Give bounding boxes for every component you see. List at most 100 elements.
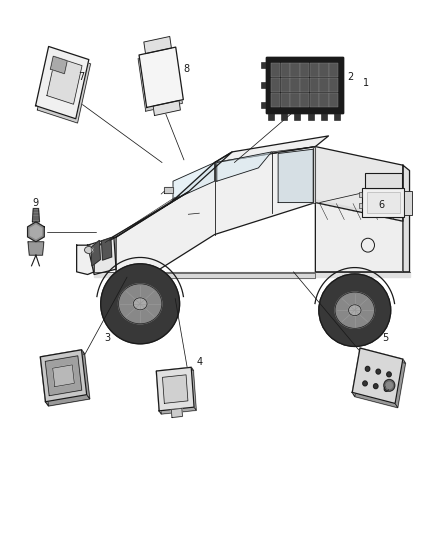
- Polygon shape: [315, 203, 403, 272]
- Polygon shape: [162, 375, 188, 403]
- Polygon shape: [47, 57, 82, 104]
- Bar: [281, 114, 287, 120]
- Polygon shape: [94, 192, 188, 248]
- Polygon shape: [28, 222, 44, 242]
- Polygon shape: [171, 152, 232, 203]
- Polygon shape: [156, 371, 161, 414]
- Ellipse shape: [387, 372, 391, 377]
- Polygon shape: [91, 240, 100, 266]
- Bar: [321, 114, 327, 120]
- Polygon shape: [77, 245, 94, 274]
- Bar: [271, 63, 280, 77]
- Ellipse shape: [374, 384, 378, 389]
- Polygon shape: [191, 367, 196, 410]
- Bar: [329, 93, 338, 108]
- Bar: [294, 114, 300, 120]
- Bar: [281, 78, 290, 92]
- Bar: [300, 93, 309, 108]
- Polygon shape: [81, 350, 90, 399]
- Polygon shape: [352, 348, 403, 403]
- Polygon shape: [171, 408, 183, 417]
- Polygon shape: [352, 348, 363, 397]
- Polygon shape: [30, 225, 42, 239]
- Bar: [261, 82, 266, 88]
- Bar: [329, 78, 338, 92]
- Polygon shape: [313, 147, 315, 203]
- Bar: [404, 190, 412, 214]
- Polygon shape: [173, 163, 215, 200]
- Polygon shape: [395, 359, 406, 408]
- Polygon shape: [40, 350, 87, 402]
- Bar: [362, 188, 404, 217]
- Bar: [261, 102, 266, 109]
- Polygon shape: [138, 51, 182, 111]
- Bar: [364, 173, 402, 188]
- Bar: [359, 192, 363, 197]
- Polygon shape: [156, 367, 194, 411]
- Bar: [367, 192, 399, 213]
- Bar: [310, 93, 319, 108]
- Polygon shape: [360, 348, 406, 364]
- Polygon shape: [156, 367, 194, 374]
- Polygon shape: [118, 273, 315, 278]
- Polygon shape: [153, 101, 180, 116]
- Bar: [334, 114, 340, 120]
- Polygon shape: [50, 56, 67, 74]
- Bar: [261, 62, 266, 69]
- Bar: [310, 63, 319, 77]
- Text: 8: 8: [183, 64, 189, 74]
- Text: 5: 5: [382, 334, 389, 343]
- Bar: [300, 78, 309, 92]
- Polygon shape: [28, 242, 44, 255]
- Polygon shape: [45, 356, 82, 395]
- Bar: [319, 78, 328, 92]
- Polygon shape: [40, 357, 49, 406]
- Polygon shape: [278, 149, 313, 203]
- Text: 4: 4: [196, 358, 202, 367]
- Polygon shape: [164, 187, 173, 193]
- Polygon shape: [116, 147, 315, 272]
- Bar: [271, 93, 280, 108]
- Polygon shape: [215, 136, 328, 163]
- Ellipse shape: [85, 246, 93, 253]
- Ellipse shape: [349, 305, 361, 316]
- Polygon shape: [94, 272, 410, 277]
- Polygon shape: [88, 237, 116, 274]
- Polygon shape: [403, 165, 410, 272]
- Ellipse shape: [101, 264, 180, 344]
- Bar: [310, 78, 319, 92]
- Bar: [281, 93, 290, 108]
- Text: 7: 7: [78, 72, 84, 82]
- Polygon shape: [315, 200, 403, 221]
- Ellipse shape: [384, 386, 389, 391]
- Polygon shape: [37, 51, 91, 123]
- Polygon shape: [159, 407, 196, 414]
- Text: 3: 3: [104, 334, 110, 343]
- Bar: [268, 114, 274, 120]
- Polygon shape: [352, 392, 398, 408]
- Ellipse shape: [335, 292, 374, 328]
- Polygon shape: [139, 47, 184, 108]
- Polygon shape: [144, 36, 171, 54]
- Ellipse shape: [319, 274, 391, 346]
- Bar: [290, 93, 300, 108]
- Bar: [307, 114, 314, 120]
- Ellipse shape: [118, 284, 162, 324]
- Polygon shape: [40, 350, 85, 361]
- Ellipse shape: [363, 381, 367, 386]
- Bar: [290, 78, 300, 92]
- Ellipse shape: [133, 298, 147, 310]
- Bar: [300, 63, 309, 77]
- Ellipse shape: [376, 369, 381, 374]
- Bar: [319, 63, 328, 77]
- Polygon shape: [32, 208, 39, 222]
- Bar: [329, 63, 338, 77]
- Polygon shape: [315, 147, 403, 221]
- Text: 2: 2: [347, 72, 353, 82]
- Polygon shape: [102, 238, 112, 260]
- Bar: [281, 63, 290, 77]
- Ellipse shape: [386, 382, 392, 389]
- Bar: [271, 78, 280, 92]
- Text: 6: 6: [378, 200, 384, 210]
- Bar: [359, 203, 363, 208]
